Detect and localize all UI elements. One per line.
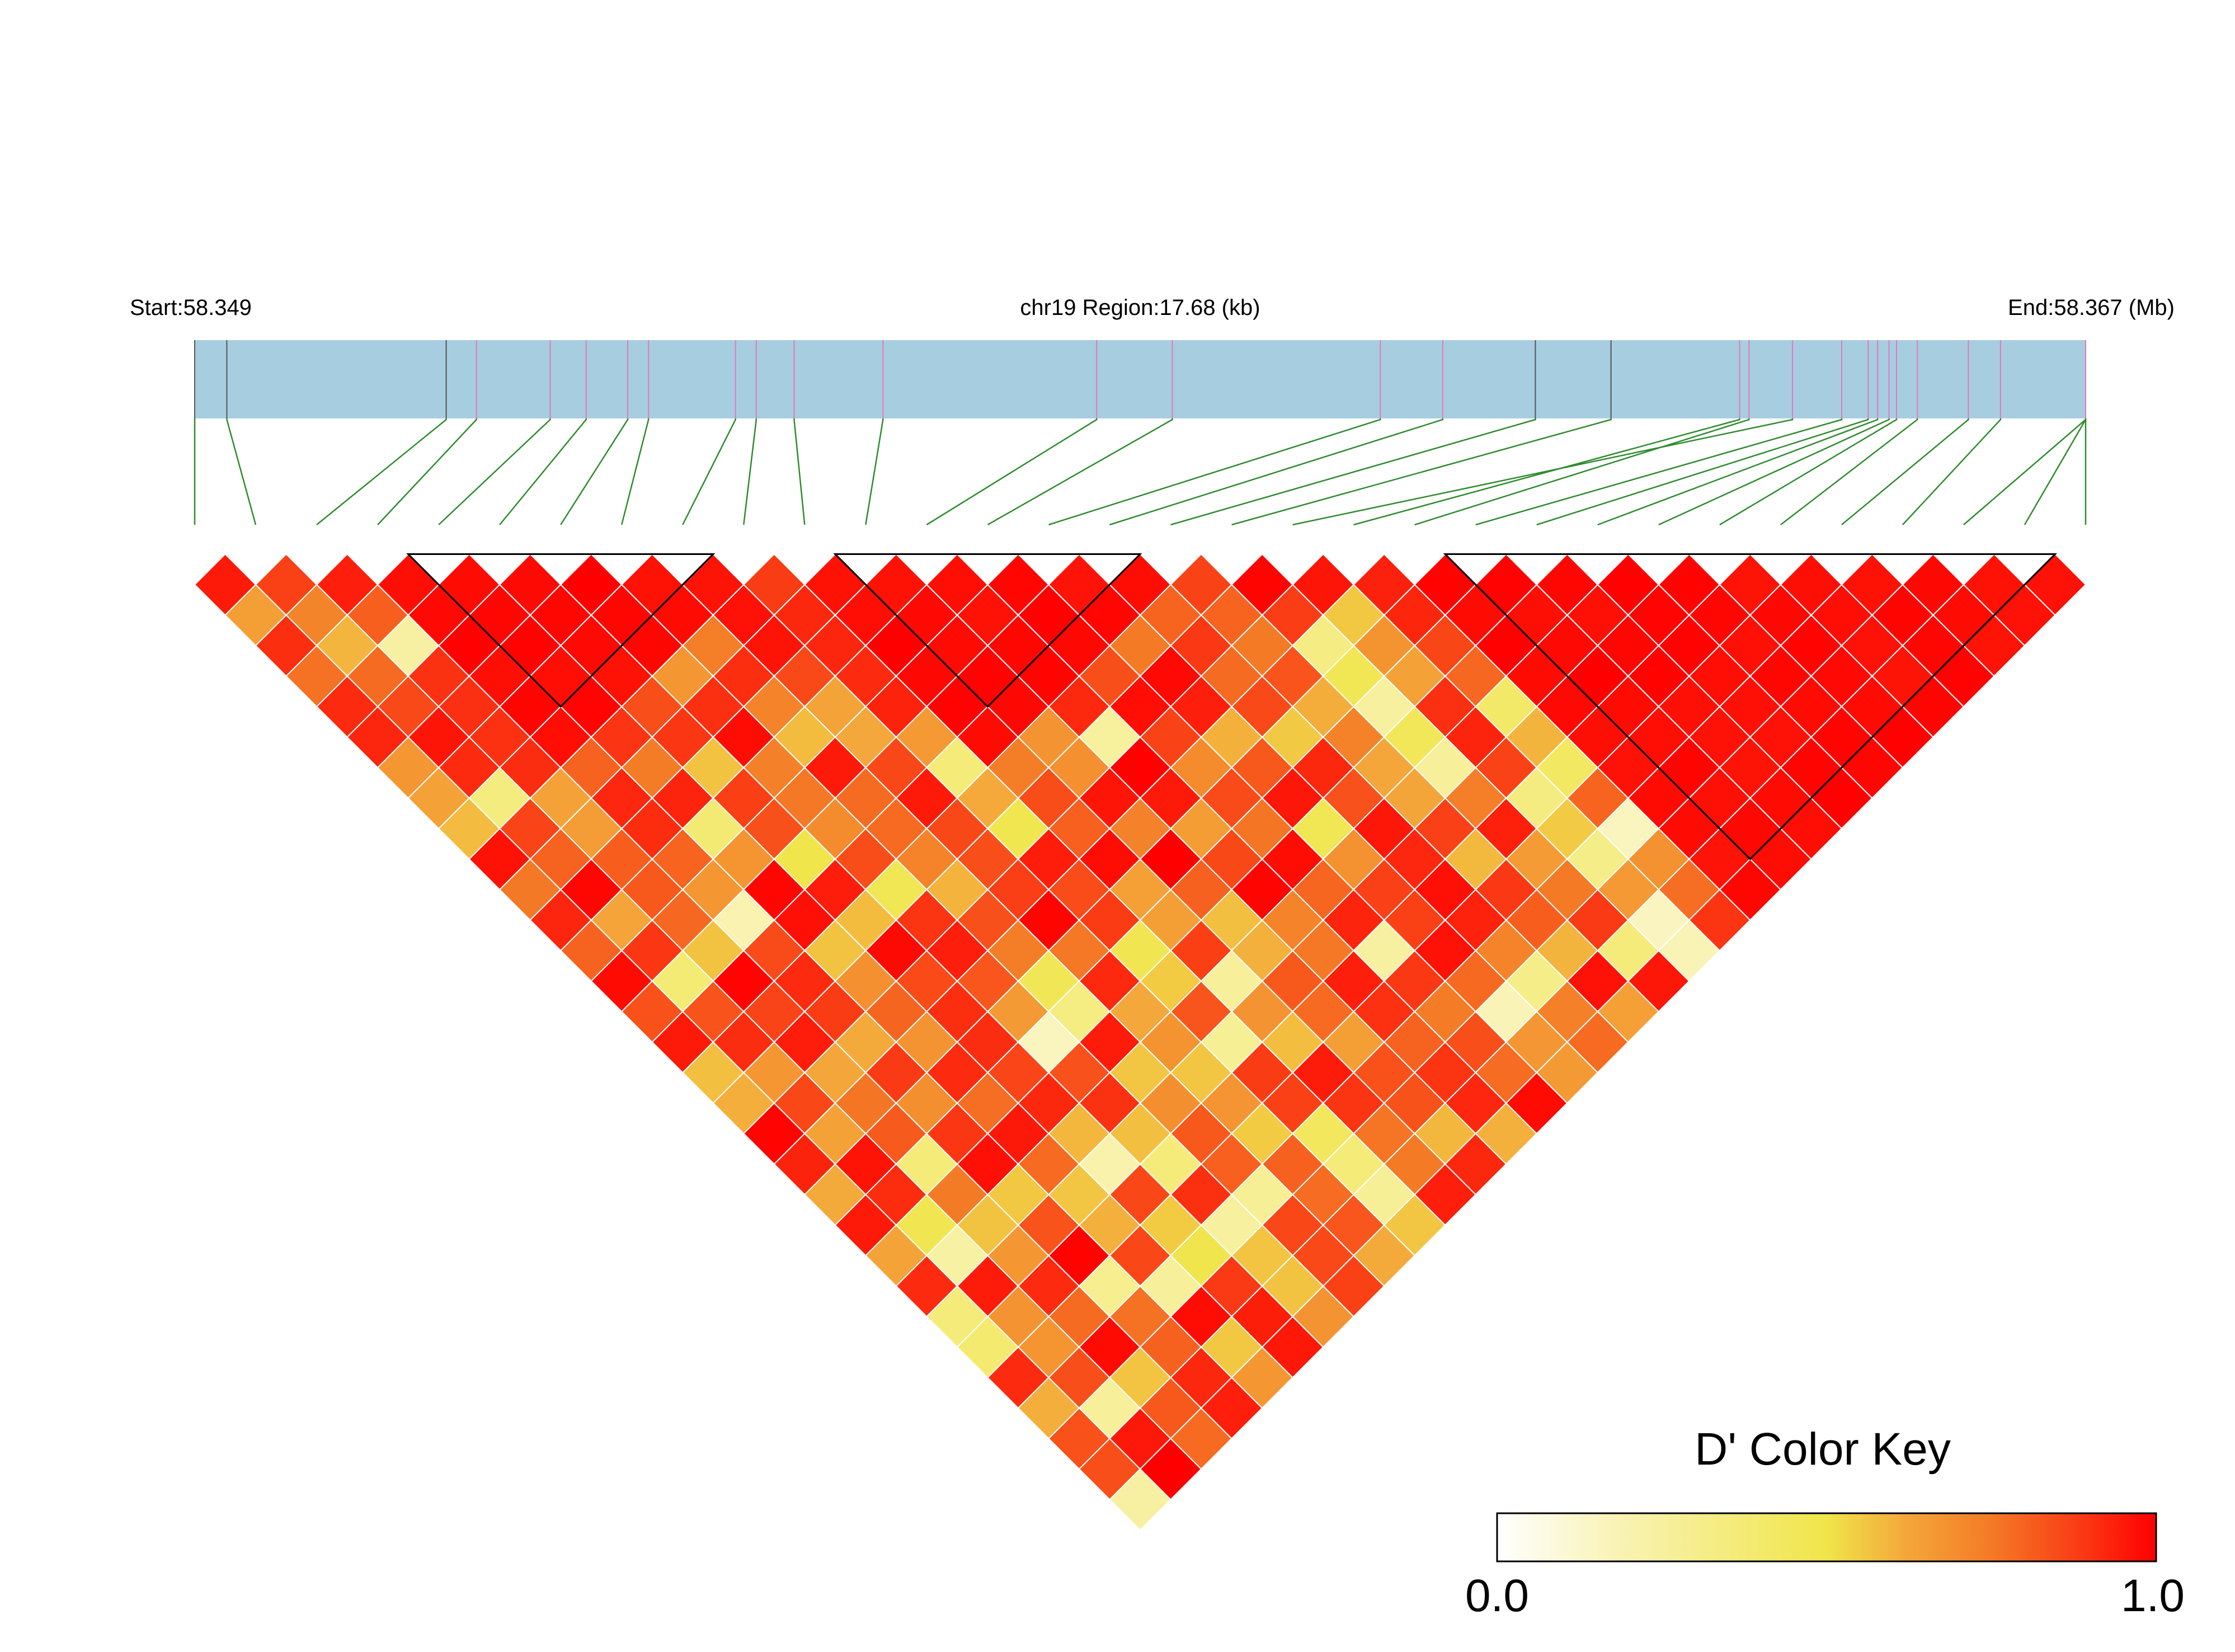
- snp-connector: [926, 418, 1098, 526]
- snp-connector: [1658, 418, 1890, 526]
- snp-connector: [1292, 418, 1794, 526]
- snp-connector: [1902, 418, 2002, 525]
- snp-connector: [1719, 418, 1898, 526]
- snp-connector: [1109, 418, 1444, 526]
- snp-connector: [865, 418, 884, 525]
- snp-connector: [1597, 418, 1879, 526]
- snp-connector: [2024, 418, 2087, 525]
- snp-connector: [1048, 418, 1381, 526]
- ld-block-outline: [833, 553, 1142, 708]
- snp-markers: [194, 340, 2086, 418]
- snp-connector: [316, 418, 447, 525]
- region-label: chr19 Region:17.68 (kb): [1020, 295, 1260, 320]
- snp-connector: [1841, 418, 1969, 525]
- color-key-max-label: 1.0: [2121, 1570, 2185, 1621]
- start-label: Start:58.349: [130, 295, 252, 320]
- snp-connector: [1536, 418, 1869, 526]
- color-key-title: D' Color Key: [1695, 1424, 1951, 1475]
- snp-connector: [682, 418, 736, 525]
- snp-connector: [1963, 418, 2087, 525]
- snp-connector: [743, 418, 757, 525]
- snp-connector: [1475, 418, 1843, 526]
- ld-block-outline: [1443, 553, 2058, 860]
- snp-connector: [438, 418, 551, 525]
- ld-cells: [194, 553, 2087, 1531]
- snp-connector: [621, 418, 650, 525]
- color-key-bar: [1496, 1512, 2157, 1562]
- snp-connector: [1414, 418, 1750, 526]
- ld-blocks: [406, 553, 2058, 860]
- snp-connector: [1353, 418, 1740, 526]
- snp-connector: [499, 418, 587, 525]
- snp-connector: [1170, 418, 1536, 526]
- chromosome-region-track: [195, 340, 2086, 418]
- end-label: End:58.367 (Mb): [2008, 295, 2175, 320]
- snp-connector: [1231, 418, 1612, 526]
- snp-connector: [377, 418, 477, 525]
- snp-connector: [793, 418, 806, 525]
- color-key-min-label: 0.0: [1465, 1570, 1529, 1621]
- snp-connector: [560, 418, 629, 525]
- snp-connector: [1780, 418, 1918, 525]
- snp-connector: [226, 418, 257, 525]
- ld-block-outline: [406, 553, 716, 708]
- snp-connectors: [194, 418, 2087, 526]
- snp-connector: [987, 418, 1173, 526]
